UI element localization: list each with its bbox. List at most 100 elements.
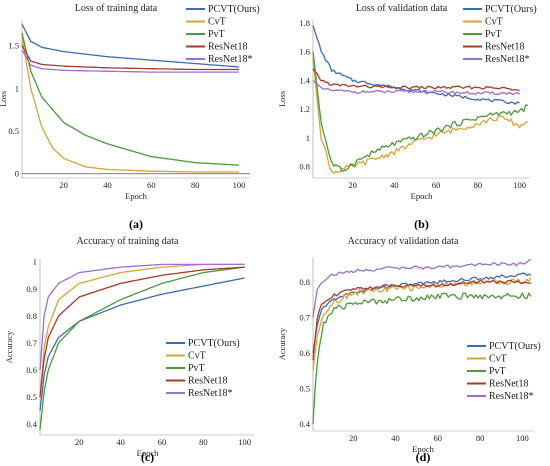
x-tick-label: 80 [476,433,485,443]
chart-panel-b: Loss of validation data 20 40 60 80 100 0.8 1 1.… [275,0,550,233]
legend-label: PCVT(Ours) [485,4,537,15]
chart-panel-a: Loss of training data 20 40 60 80 100 0 0.5 1 1.5… [0,0,275,233]
x-tick-label: 60 [434,433,443,443]
series-line-resnet18- [39,263,245,371]
legend-label: PvT [489,366,506,377]
x-tick-label: 100 [513,180,526,190]
chart-panel-c: Accuracy of training data 20 40 60 80 100 0.4 0… [0,233,275,466]
legend-label: PvT [188,363,205,374]
x-tick-label: 20 [59,180,68,190]
legend-label: CvT [188,351,206,362]
series-line-resnet18- [312,259,532,318]
y-tick-label: 1.5 [8,41,19,51]
y-tick-label: 0.7 [26,338,37,348]
y-tick-label: 0.5 [299,383,310,393]
legend-label: ResNet18* [208,54,252,65]
y-tick-label: 0.5 [8,126,19,136]
y-tick-label: 0.4 [26,419,37,429]
series-line-cvt [21,36,239,173]
chart-title: Accuracy of training data [77,236,179,247]
y-tick-label: 0.6 [26,365,37,375]
y-tick-label: 1.6 [299,47,310,57]
series-line-pcvt-ours- [312,272,532,353]
y-tick-label: 1 [306,133,310,143]
series-line-resnet18 [39,266,245,398]
x-tick-label: 80 [191,180,200,190]
x-tick-label: 60 [147,180,156,190]
x-tick-label: 20 [349,433,358,443]
series-line-pvt [312,51,529,173]
y-axis-label: Loss [277,91,287,107]
panel-caption: (c) [141,450,154,464]
x-tick-label: 20 [75,437,84,447]
series-line-pcvt-ours- [21,23,240,68]
x-tick-label: 100 [238,437,251,447]
y-tick-label: 0.8 [26,311,37,321]
chart-title: Accuracy of validation data [348,236,459,247]
series-line-pvt [21,32,240,166]
series-line-resnet18 [312,68,520,91]
legend-label: ResNet18* [489,391,533,402]
legend-label: PvT [208,29,225,40]
chart-svg-c: Accuracy of training data 20 40 60 80 100 0.4 0… [4,236,255,464]
legend-label: CvT [208,17,226,28]
series-line-resnet18 [312,279,531,361]
legend-label: PvT [485,29,502,40]
y-tick-label: 0.8 [299,277,310,287]
legend-label: PCVT(Ours) [188,338,240,349]
y-axis-label: Accuracy [4,330,14,363]
y-tick-label: 1.4 [299,75,310,85]
legend-label: ResNet18* [188,388,232,399]
series-line-resnet18- [312,79,520,96]
y-axis-label: Accuracy [277,327,287,360]
x-tick-label: 40 [116,437,125,447]
legend-label: ResNet18* [485,54,529,65]
x-tick-label: 80 [474,180,483,190]
x-axis-label: Epoch [125,191,147,201]
x-tick-label: 40 [391,433,400,443]
x-tick-label: 40 [103,180,112,190]
series-line-pvt [312,292,532,424]
legend-label: ResNet18 [188,376,227,387]
y-tick-label: 1 [33,257,37,267]
x-tick-label: 100 [516,433,529,443]
series-line-resnet18- [21,49,239,73]
series-line-cvt [312,277,532,371]
x-tick-label: 60 [432,180,441,190]
panel-caption: (b) [414,217,429,231]
legend-label: CvT [485,17,503,28]
chart-svg-d: Accuracy of validation data 20 40 60 80 100 0.… [277,236,541,464]
x-tick-label: 40 [390,180,399,190]
panel-caption: (a) [129,217,143,231]
chart-panel-d: Accuracy of validation data 20 40 60 80 100 0.… [275,233,550,466]
x-tick-label: 80 [199,437,208,447]
y-tick-label: 1.2 [299,104,310,114]
x-tick-label: 20 [348,180,357,190]
legend-label: ResNet18 [489,379,528,390]
x-tick-label: 60 [158,437,167,447]
y-tick-label: 1.8 [299,18,310,28]
x-tick-label: 100 [233,180,246,190]
legend-label: ResNet18 [208,42,247,53]
legend-label: ResNet18 [485,42,524,53]
chart-svg-a: Loss of training data 20 40 60 80 100 0 0.5 1 1.5… [0,3,260,231]
x-axis-label: Epoch [411,191,433,201]
x-axis-label: Epoch [412,444,434,454]
y-tick-label: 1 [15,83,19,93]
y-tick-label: 0.4 [299,419,310,429]
chart-title: Loss of training data [75,3,158,14]
chart-title: Loss of validation data [356,3,448,14]
series-line-resnet18 [21,45,239,71]
panel-caption: (d) [416,450,431,464]
y-tick-label: 0.6 [299,348,310,358]
y-tick-label: 0.8 [299,162,310,172]
y-axis-label: Loss [0,91,8,107]
y-tick-label: 0 [15,169,19,179]
chart-svg-b: Loss of validation data 20 40 60 80 100 0.8 1 1.… [277,3,537,231]
y-tick-label: 0.9 [26,284,37,294]
legend-label: PCVT(Ours) [489,341,541,352]
legend-label: CvT [489,354,507,365]
series-line-pcvt-ours- [312,25,520,105]
x-axis-label: Epoch [137,448,159,458]
y-tick-label: 0.5 [26,392,37,402]
